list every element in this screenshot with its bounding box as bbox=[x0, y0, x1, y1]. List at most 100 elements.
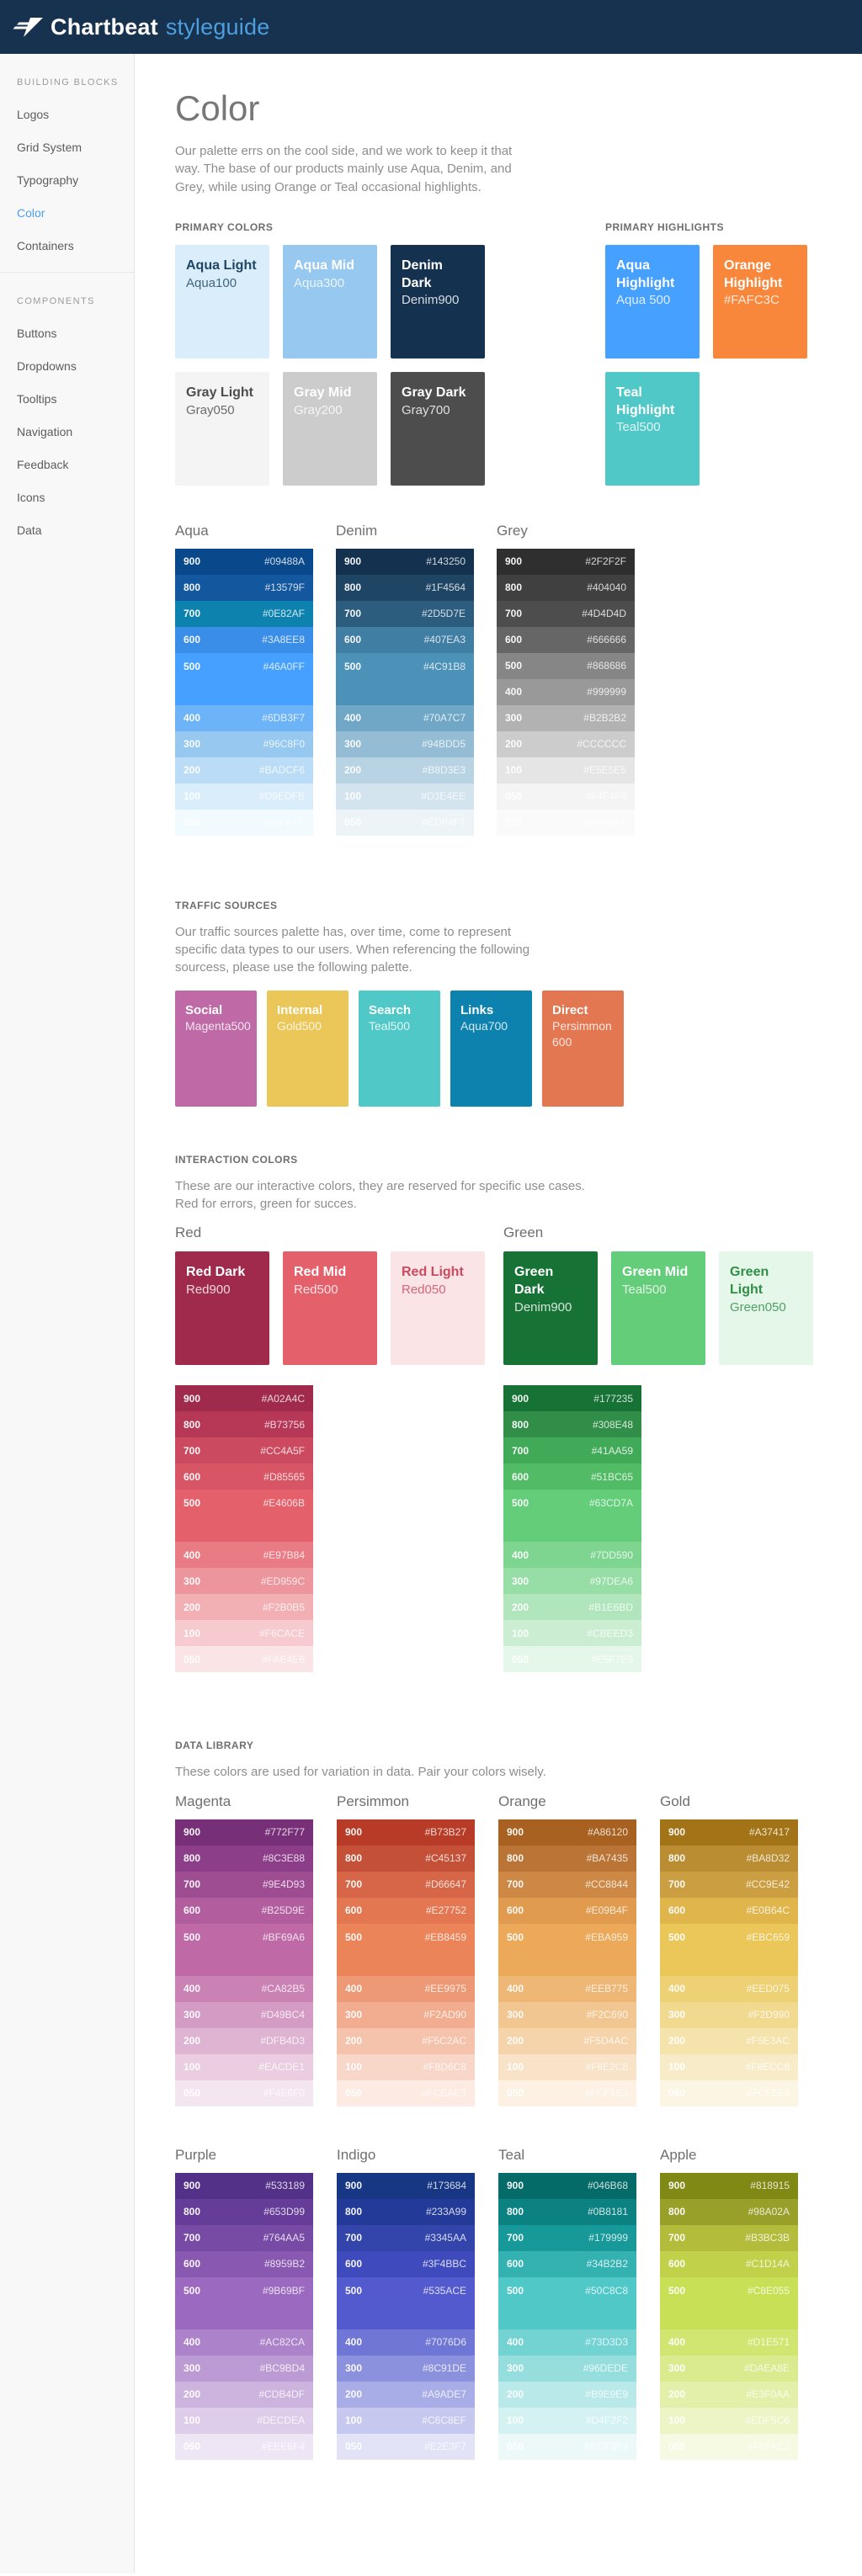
scale-row-hex: #E3F0AA bbox=[746, 2388, 790, 2401]
scale-row-400: 400 #EE9975 bbox=[337, 1975, 475, 2002]
scale-row-900: 900 #173684 bbox=[337, 2172, 475, 2199]
sidebar-item-navigation[interactable]: Navigation bbox=[17, 425, 73, 438]
scale-row-weight: 400 bbox=[507, 1983, 524, 1995]
scale-row-400: 400 #E97B84 bbox=[175, 1542, 313, 1569]
scale-row-hex: #F8ECC8 bbox=[745, 2061, 790, 2074]
scale-row-weight: 700 bbox=[505, 608, 523, 620]
scale-row-hex: #1F4564 bbox=[425, 582, 466, 594]
sidebar-item-grid-system[interactable]: Grid System bbox=[17, 141, 82, 154]
scale-row-hex: #404040 bbox=[587, 582, 626, 594]
scale-row-hex: #BC9BD4 bbox=[259, 2362, 305, 2375]
swatch-token: Denim900 bbox=[402, 293, 460, 308]
swatch-card-direct: Direct Persimmon 600 bbox=[542, 990, 624, 1107]
scale-row-700: 700 #3345AA bbox=[337, 2224, 475, 2251]
scale-row-hex: #A37417 bbox=[748, 1826, 790, 1839]
scale-row-200: 200 #F5D4AC bbox=[498, 2027, 636, 2054]
scale-row-weight: 300 bbox=[184, 2362, 201, 2375]
sidebar-divider bbox=[0, 272, 134, 273]
sidebar-item-dropdowns[interactable]: Dropdowns bbox=[17, 359, 77, 373]
scale-row-500: 500 #46A0FF bbox=[175, 652, 313, 705]
sidebar-item-logos[interactable]: Logos bbox=[17, 108, 50, 121]
interaction-group-red: Red Red Dark Red900 Red Mid Red500 Red Light R… bbox=[175, 1224, 485, 1673]
scale-row-weight: 025 bbox=[505, 816, 523, 829]
scale-row-700: 700 #CC4A5F bbox=[175, 1437, 313, 1464]
scale-table: 900 #818915 800 #98A02A 700 #B3BC3B 600 #C1D14A… bbox=[660, 2172, 798, 2460]
scale-row-hex: #4C91B8 bbox=[423, 660, 466, 672]
scale-table: 900 #09488A 800 #13579F 700 #0E82AF 600 #3A8EE8… bbox=[175, 548, 313, 836]
scale-row-hex: #F8D6C8 bbox=[423, 2061, 466, 2074]
sidebar-item-tooltips[interactable]: Tooltips bbox=[17, 392, 57, 406]
scale-row-weight: 700 bbox=[184, 1878, 201, 1891]
data-library-section: DATA LIBRARY These colors are used for v… bbox=[175, 1739, 837, 2460]
scale-row-weight: 400 bbox=[507, 2336, 524, 2349]
scale-row-hex: #653D99 bbox=[263, 2206, 305, 2218]
swatch-token: Gray050 bbox=[186, 402, 235, 417]
scale-row-weight: 900 bbox=[184, 2180, 201, 2192]
scale-title: Purple bbox=[175, 2146, 217, 2163]
scale-row-weight: 200 bbox=[184, 1601, 201, 1613]
scale-row-weight: 400 bbox=[345, 2336, 363, 2349]
scale-row-900: 900 #A37417 bbox=[660, 1819, 798, 1846]
scale-row-hex: #A86120 bbox=[587, 1826, 628, 1839]
scale-row-hex: #F6CACE bbox=[258, 1627, 305, 1639]
scale-row-050: 050 #EDF4F7 bbox=[336, 809, 474, 836]
scale-row-hex: #F6FAE3 bbox=[747, 2441, 790, 2453]
scale-row-hex: #818915 bbox=[750, 2180, 790, 2192]
scale-row-600: 600 #D85565 bbox=[175, 1463, 313, 1490]
scale-row-hex: #98A02A bbox=[748, 2206, 790, 2218]
scale-row-hex: #9B69BF bbox=[262, 2284, 305, 2297]
scale-row-hex: #13579F bbox=[264, 582, 305, 594]
scale-row-hex: #F0FAFF bbox=[262, 816, 305, 829]
scale-row-700: 700 #764AA5 bbox=[175, 2224, 313, 2251]
scale-row-hex: #50C8C8 bbox=[585, 2284, 628, 2297]
sidebar-item-containers[interactable]: Containers bbox=[17, 239, 74, 252]
sidebar-item-typography[interactable]: Typography bbox=[17, 173, 79, 187]
swatch-name: Search bbox=[369, 1002, 412, 1017]
swatch-card-green-dark: Green Dark Denim900 bbox=[503, 1251, 598, 1366]
scale-row-100: 100 #D3E4EE bbox=[336, 783, 474, 810]
swatch-name: Green Light bbox=[730, 1265, 769, 1298]
swatch-card-red-light: Red Light Red050 bbox=[391, 1251, 485, 1366]
scale-row-hex: #96C8F0 bbox=[263, 738, 305, 751]
sidebar-item-buttons[interactable]: Buttons bbox=[17, 327, 57, 340]
swatch-token: #FAFC3C bbox=[724, 293, 780, 308]
scale-row-hex: #308E48 bbox=[592, 1418, 633, 1431]
interaction-colors-label: INTERACTION COLORS bbox=[175, 1153, 298, 1166]
scale-row-200: 200 #CDB4DF bbox=[175, 2381, 313, 2408]
scale-row-hex: #F8E2C8 bbox=[585, 2061, 628, 2074]
swatch-token: Aqua100 bbox=[186, 275, 237, 290]
swatch-card-aqua-highlight: Aqua Highlight Aqua 500 bbox=[605, 244, 700, 359]
brand[interactable]: Chartbeat styleguide bbox=[10, 14, 269, 40]
sidebar-item-feedback[interactable]: Feedback bbox=[17, 458, 69, 471]
scale-row-hex: #3345AA bbox=[424, 2232, 466, 2244]
sidebar-item-data[interactable]: Data bbox=[17, 523, 42, 537]
color-scale-purple: Purple 900 #533189 800 #653D99 700 #764AA5 600 #… bbox=[175, 2147, 313, 2460]
scale-row-weight: 300 bbox=[184, 2009, 201, 2021]
scale-row-hex: #6DB3F7 bbox=[262, 712, 305, 725]
swatch-token: Aqua 500 bbox=[616, 293, 671, 308]
scale-row-weight: 400 bbox=[184, 2336, 201, 2349]
primary-highlights-label: PRIMARY HIGHLIGHTS bbox=[605, 220, 725, 233]
scale-row-100: 100 #EDF5C6 bbox=[660, 2407, 798, 2434]
scale-row-700: 700 #41AA59 bbox=[503, 1437, 641, 1464]
scale-row-900: 900 #09488A bbox=[175, 548, 313, 575]
scale-row-weight: 900 bbox=[668, 2180, 686, 2192]
scale-row-700: 700 #CC8844 bbox=[498, 1871, 636, 1898]
scale-row-hex: #E4606B bbox=[263, 1497, 305, 1510]
scale-row-weight: 800 bbox=[184, 1418, 201, 1431]
scale-row-weight: 600 bbox=[184, 634, 201, 646]
swatch-card-links: Links Aqua700 bbox=[450, 990, 532, 1107]
scale-row-hex: #F4E6F0 bbox=[263, 2087, 305, 2100]
page-intro: Our palette errs on the cool side, and w… bbox=[175, 144, 513, 194]
swatch-card-gray-mid: Gray Mid Gray200 bbox=[283, 371, 377, 486]
sidebar-item-icons[interactable]: Icons bbox=[17, 491, 45, 504]
swatch-name: Denim Dark bbox=[402, 258, 443, 290]
scale-row-weight: 900 bbox=[344, 555, 362, 568]
swatch-name: Gray Mid bbox=[294, 385, 352, 400]
scale-row-700: 700 #B3BC3B bbox=[660, 2224, 798, 2251]
scale-row-hex: #F2B0B5 bbox=[262, 1601, 305, 1613]
sidebar-item-color[interactable]: Color bbox=[17, 206, 45, 220]
scale-row-200: 200 #CCCCCC bbox=[497, 730, 635, 757]
interaction-desc-line1: These are our interactive colors, they a… bbox=[175, 1178, 585, 1193]
scale-row-600: 600 #E09B4F bbox=[498, 1897, 636, 1924]
